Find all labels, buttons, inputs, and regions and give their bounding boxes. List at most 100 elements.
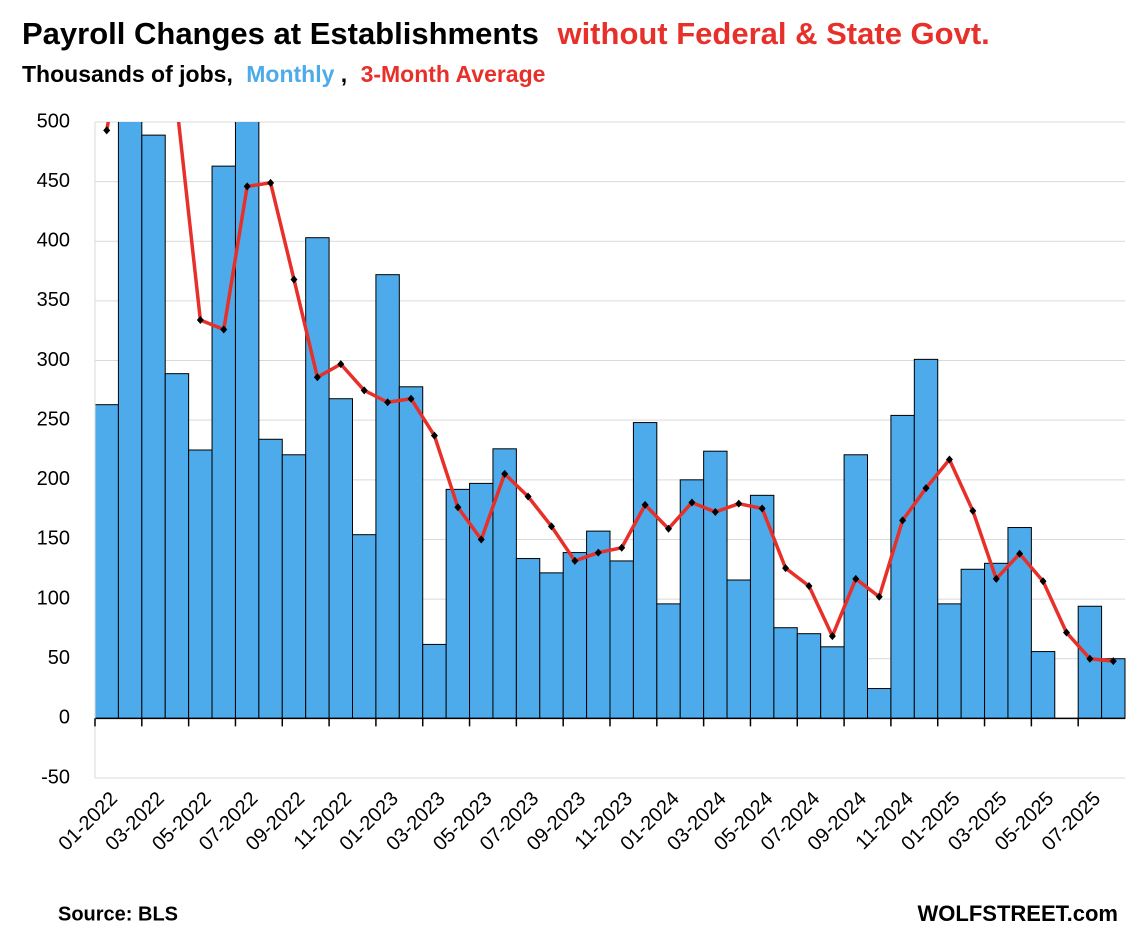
average-marker bbox=[665, 524, 673, 533]
bar bbox=[586, 530, 611, 719]
average-marker bbox=[384, 398, 392, 407]
average-marker bbox=[127, 0, 134, 7]
bar bbox=[398, 386, 424, 719]
average-marker bbox=[477, 535, 485, 544]
average-marker bbox=[992, 574, 1000, 583]
title-main: Payroll Changes at Establishments bbox=[22, 16, 539, 51]
plot bbox=[94, 0, 1126, 719]
chart-title: Payroll Changes at Establishments withou… bbox=[22, 16, 990, 51]
bar bbox=[1101, 658, 1126, 719]
bar bbox=[328, 398, 354, 719]
bar bbox=[867, 688, 892, 719]
bar bbox=[984, 562, 1009, 719]
credit: WOLFSTREET.com bbox=[918, 901, 1118, 926]
average-marker bbox=[641, 500, 649, 509]
bar bbox=[632, 422, 658, 719]
average-marker bbox=[407, 394, 415, 403]
bar bbox=[913, 358, 939, 719]
bar bbox=[94, 404, 119, 719]
source: Source: BLS bbox=[58, 903, 178, 925]
bar bbox=[117, 122, 143, 719]
average-marker bbox=[899, 516, 907, 525]
bar bbox=[164, 373, 190, 719]
bar bbox=[937, 603, 962, 719]
y-tick-label: 100 bbox=[37, 587, 70, 609]
bar bbox=[773, 627, 798, 719]
average-marker bbox=[267, 178, 275, 187]
average-marker bbox=[852, 574, 860, 583]
legend-average: 3-Month Average bbox=[361, 61, 546, 87]
bar bbox=[492, 448, 517, 719]
average-marker bbox=[290, 275, 298, 284]
y-tick-label: 300 bbox=[37, 349, 70, 371]
average-marker bbox=[1062, 628, 1070, 637]
bar bbox=[656, 603, 681, 719]
bar bbox=[960, 568, 986, 719]
bar bbox=[211, 165, 236, 719]
average-marker bbox=[360, 386, 368, 395]
average-marker bbox=[1016, 549, 1024, 558]
average-marker bbox=[1109, 657, 1117, 666]
average-marker bbox=[243, 182, 251, 191]
bar bbox=[609, 560, 634, 719]
average-marker bbox=[1086, 654, 1094, 663]
average-marker bbox=[337, 360, 345, 369]
y-tick-label: 500 bbox=[37, 110, 70, 132]
bar bbox=[445, 488, 471, 719]
bar bbox=[703, 450, 728, 719]
average-marker bbox=[735, 499, 743, 508]
average-marker bbox=[782, 564, 790, 573]
chart-subtitle: Thousands of jobs, Monthly , 3-Month Ave… bbox=[22, 61, 545, 87]
title-highlight: without Federal & State Govt. bbox=[556, 16, 989, 51]
subtitle-comma: , bbox=[341, 61, 347, 87]
average-marker bbox=[805, 581, 813, 590]
average-marker bbox=[571, 556, 579, 565]
average-marker bbox=[922, 484, 930, 493]
average-marker bbox=[711, 508, 719, 517]
average-marker bbox=[501, 469, 509, 478]
average-marker bbox=[594, 548, 602, 557]
bar bbox=[890, 414, 915, 719]
bar bbox=[726, 579, 751, 719]
bar bbox=[539, 572, 564, 719]
average-marker bbox=[945, 455, 953, 464]
bar bbox=[352, 534, 377, 719]
average-marker bbox=[313, 373, 321, 382]
bar bbox=[141, 134, 166, 719]
average-marker bbox=[547, 522, 555, 531]
average-marker bbox=[618, 543, 626, 552]
bar bbox=[515, 558, 541, 719]
legend-monthly: Monthly bbox=[246, 61, 334, 87]
y-tick-label: 450 bbox=[37, 170, 70, 192]
y-tick-label: 200 bbox=[37, 468, 70, 490]
bar bbox=[281, 454, 307, 719]
average-marker bbox=[454, 503, 462, 512]
subtitle-text: Thousands of jobs, bbox=[22, 61, 233, 87]
bar bbox=[796, 633, 822, 719]
bar bbox=[562, 552, 588, 719]
average-line bbox=[104, 122, 1114, 663]
bar bbox=[679, 479, 705, 719]
y-tick-label: 250 bbox=[37, 408, 70, 430]
bar bbox=[820, 646, 845, 719]
average-marker bbox=[173, 102, 180, 110]
y-tick-label: 50 bbox=[48, 647, 70, 669]
bar bbox=[305, 237, 330, 719]
y-tick-label: 400 bbox=[37, 230, 70, 252]
average-marker bbox=[875, 592, 883, 601]
bar bbox=[258, 438, 283, 719]
average-marker bbox=[430, 431, 438, 440]
bar bbox=[1030, 651, 1056, 719]
bar bbox=[234, 122, 260, 719]
average-marker bbox=[103, 126, 111, 135]
y-tick-label: -50 bbox=[41, 766, 70, 788]
average-marker bbox=[828, 632, 836, 641]
average-marker bbox=[758, 504, 766, 513]
average-marker bbox=[969, 506, 977, 515]
average-marker bbox=[688, 498, 696, 507]
bar bbox=[375, 274, 400, 719]
average-marker bbox=[1039, 577, 1047, 586]
bar bbox=[188, 449, 213, 719]
